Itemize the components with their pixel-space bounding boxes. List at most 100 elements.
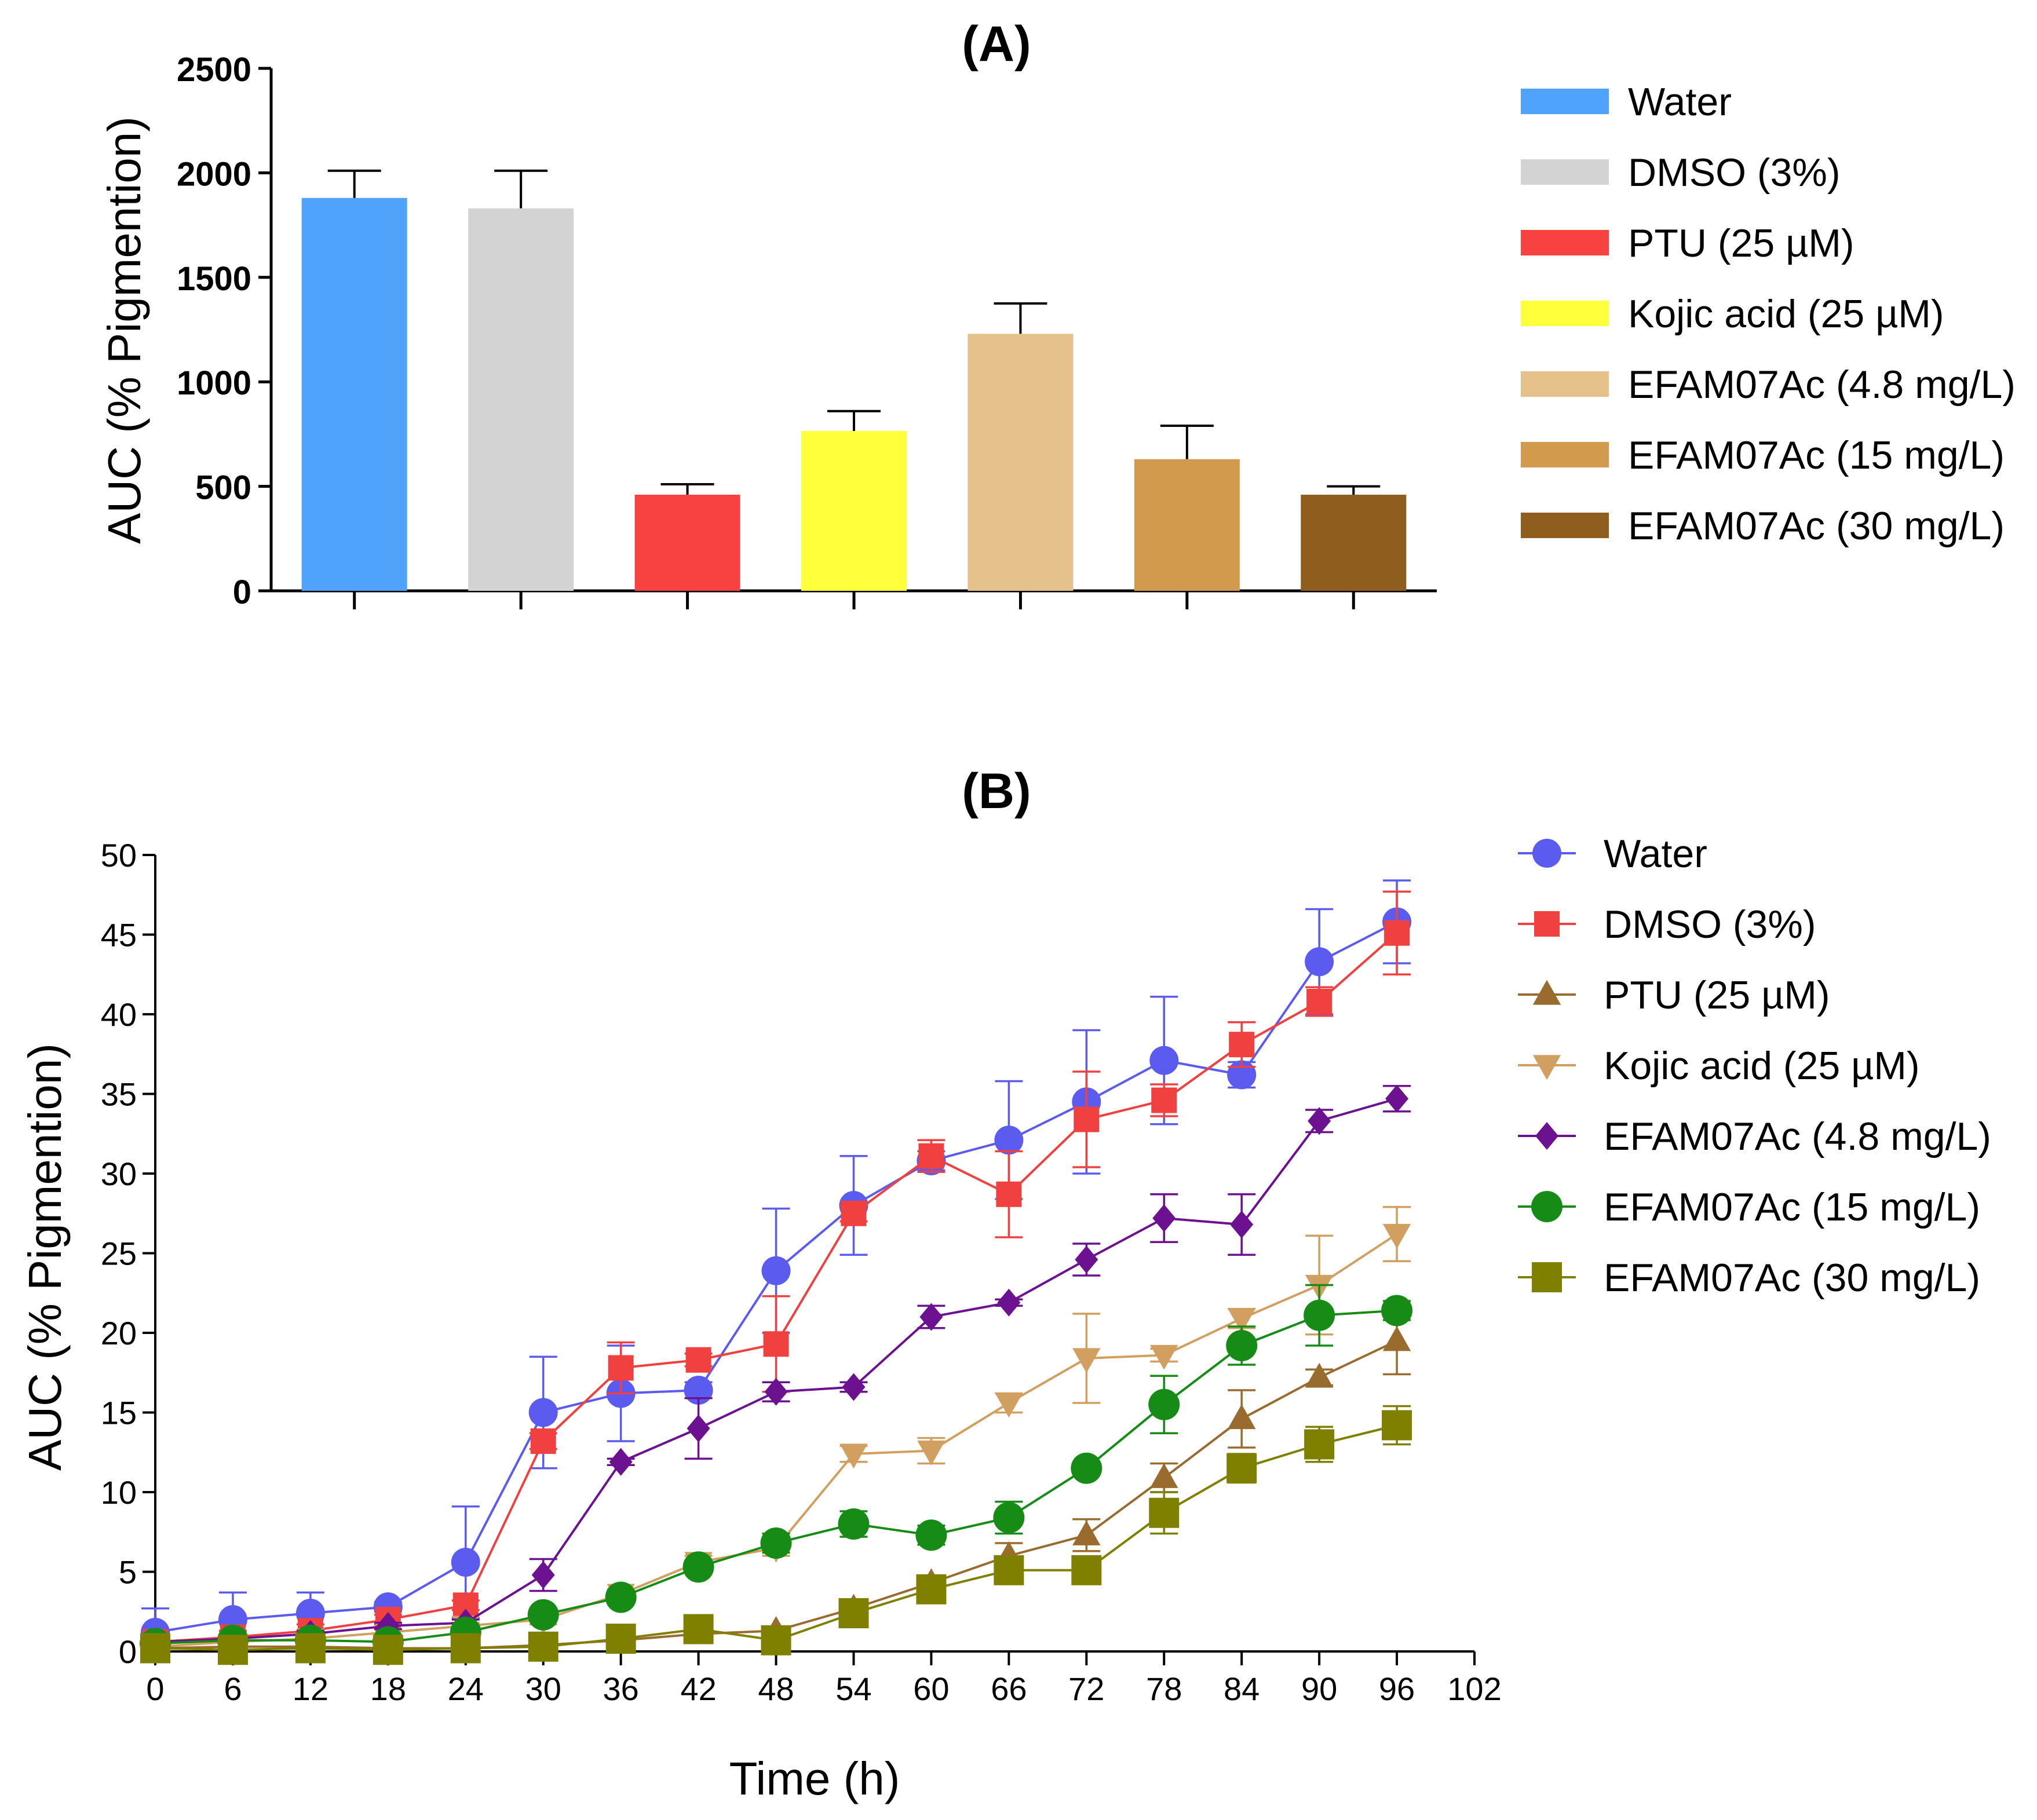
data-point: [839, 1443, 868, 1469]
data-point: [1385, 1084, 1409, 1113]
legend-a-label-3: PTU (25 µM): [1628, 221, 1855, 265]
data-point: [764, 1377, 788, 1406]
legend-b-label-7: EFAM07Ac (30 mg/L): [1604, 1256, 1980, 1300]
data-point: [530, 1428, 556, 1454]
legend-a-swatch-3: [1521, 230, 1609, 255]
data-point: [1149, 1046, 1179, 1075]
data-point: [1305, 947, 1334, 977]
legend-b-label-4: Kojic acid (25 µM): [1604, 1044, 1920, 1088]
data-point: [295, 1633, 326, 1664]
panel-b-line-chart: (B) AUC (% Pigmention) Time (h) 0 5 10 15 20…: [19, 763, 1991, 1804]
panel-a-title: (A): [962, 16, 1031, 72]
legend-b-marker-1: [1532, 839, 1561, 868]
data-point: [609, 1448, 633, 1476]
panel-b-x-tick-label: 12: [293, 1671, 328, 1707]
panel-b-x-tick-label: 72: [1068, 1671, 1104, 1707]
data-point: [919, 1303, 943, 1331]
data-point: [1304, 1299, 1335, 1331]
data-point: [1306, 989, 1333, 1014]
data-point: [528, 1631, 558, 1662]
legend-a-swatch-1: [1521, 89, 1609, 114]
data-point: [1071, 1555, 1102, 1585]
panel-b-x-tick-label: 78: [1146, 1671, 1182, 1707]
data-point: [451, 1548, 480, 1577]
legend-a-swatch-2: [1521, 159, 1609, 185]
bar-5: [968, 334, 1074, 591]
data-point: [842, 1373, 866, 1401]
data-point: [997, 1288, 1021, 1317]
data-point: [1152, 1204, 1176, 1232]
legend-b-label-6: EFAM07Ac (15 mg/L): [1604, 1185, 1980, 1229]
data-point: [1071, 1452, 1103, 1484]
panel-b-x-tick-label: 90: [1301, 1671, 1337, 1707]
panel-b-y-tick-label: 25: [101, 1236, 137, 1272]
data-point: [1074, 1106, 1100, 1132]
bar-4: [801, 430, 907, 591]
data-point: [1151, 1087, 1177, 1113]
data-point: [760, 1527, 792, 1559]
legend-a-label-5: EFAM07Ac (4.8 mg/L): [1628, 363, 2016, 407]
panel-a-y-tick-label: 1000: [177, 364, 251, 402]
data-point: [838, 1508, 870, 1540]
panel-b-y-tick-label: 45: [101, 917, 137, 953]
series-7: [140, 1405, 1412, 1665]
legend-b-marker-3: [1532, 980, 1561, 1005]
data-point: [608, 1355, 634, 1381]
panel-b-ticks: 0 5 10 15 20 25 30 35 40 45 50 0 6 12 18 24 30 36 42 48 54 60…: [101, 837, 1502, 1707]
panel-b-y-tick-label: 30: [101, 1156, 137, 1192]
data-point: [994, 1555, 1024, 1585]
legend-b-marker-7: [1532, 1262, 1562, 1292]
data-point: [918, 1143, 944, 1169]
data-point: [1227, 1404, 1256, 1430]
data-point: [1150, 1344, 1178, 1370]
panel-b-x-tick-label: 66: [991, 1671, 1027, 1707]
legend-b-marker-4: [1532, 1055, 1561, 1080]
panel-b-x-tick-label: 54: [835, 1671, 871, 1707]
legend-b-label-2: DMSO (3%): [1604, 902, 1816, 946]
data-point: [1230, 1211, 1254, 1238]
data-point: [763, 1331, 789, 1357]
panel-b-x-tick-label: 42: [680, 1671, 716, 1707]
panel-b-y-tick-label: 20: [101, 1315, 137, 1351]
data-point: [1382, 1326, 1411, 1351]
panel-b-x-tick-label: 18: [370, 1671, 406, 1707]
data-point: [1148, 1388, 1180, 1420]
data-point: [1381, 1295, 1413, 1326]
data-point: [605, 1624, 636, 1654]
panel-b-x-tick-label: 96: [1379, 1671, 1415, 1707]
panel-a-y-tick-label: 500: [195, 469, 251, 507]
data-point: [838, 1598, 869, 1628]
data-point: [682, 1551, 714, 1583]
data-point: [1308, 1107, 1331, 1135]
data-point: [1072, 1348, 1101, 1373]
data-point: [761, 1256, 791, 1285]
data-point: [841, 1200, 867, 1226]
panel-b-y-tick-label: 5: [119, 1554, 137, 1591]
legend-a-label-1: Water: [1628, 80, 1732, 124]
data-point: [373, 1635, 403, 1665]
data-point: [1384, 920, 1410, 946]
panel-b-axes: [154, 855, 1474, 1653]
panel-b-y-tick-label: 35: [101, 1076, 137, 1113]
panel-b-x-axis-label: Time (h): [729, 1753, 900, 1804]
data-point: [1304, 1429, 1335, 1460]
panel-a-y-axis-label: AUC (% Pigmention): [98, 116, 150, 544]
data-point: [217, 1635, 248, 1665]
panel-b-x-tick-label: 48: [758, 1671, 794, 1707]
legend-a-label-6: EFAM07Ac (15 mg/L): [1628, 433, 2005, 477]
data-point: [527, 1599, 559, 1631]
panel-b-x-tick-label: 24: [448, 1671, 484, 1707]
data-point: [761, 1625, 791, 1655]
data-point: [140, 1633, 170, 1664]
data-point: [916, 1574, 947, 1605]
panel-b-x-tick-label: 0: [146, 1671, 164, 1707]
panel-a-legend: Water DMSO (3%) PTU (25 µM) Kojic acid (25 …: [1521, 80, 2016, 548]
series-1: [141, 879, 1412, 1657]
legend-b-marker-6: [1531, 1191, 1563, 1222]
panel-b-series: [140, 879, 1413, 1665]
panel-a-error-bars: [327, 169, 1381, 495]
panel-a-bar-chart: (A) AUC (% Pigmention) 0 500 1000 1500 2000 2…: [98, 16, 2016, 611]
data-point: [1305, 1362, 1334, 1388]
legend-b-marker-5: [1535, 1122, 1558, 1150]
